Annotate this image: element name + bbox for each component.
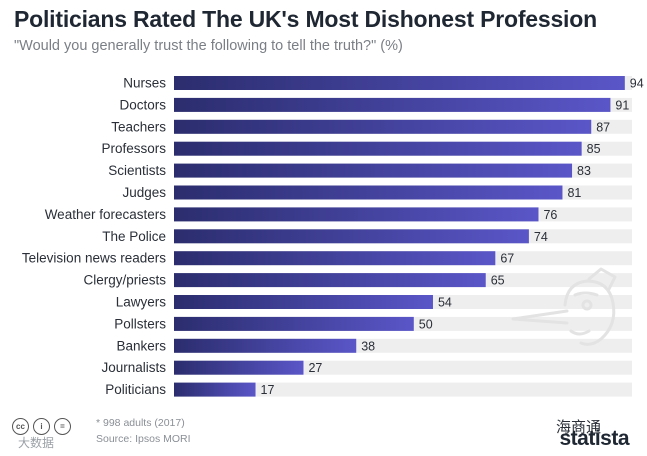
value-label: 91 — [615, 98, 629, 112]
chart-title: Politicians Rated The UK's Most Dishones… — [14, 6, 597, 32]
category-label: Bankers — [116, 338, 166, 353]
footer-notes: * 998 adults (2017) Source: Ipsos MORI — [96, 415, 191, 447]
license-icons: cc i = — [12, 418, 71, 435]
value-label: 87 — [596, 120, 610, 134]
category-label: Judges — [122, 185, 166, 200]
bar — [174, 360, 304, 375]
value-label: 83 — [577, 164, 591, 178]
value-label: 81 — [567, 186, 581, 200]
bar-chart: Nurses 94 Doctors 91 Teachers 87 Professors 85 S… — [22, 76, 644, 398]
category-label: Clergy/priests — [83, 273, 166, 288]
value-label: 85 — [587, 142, 601, 156]
bar — [174, 316, 414, 331]
category-label: Teachers — [111, 119, 166, 134]
source-note: Source: Ipsos MORI — [96, 433, 191, 445]
watermark-left: 大数据 — [18, 436, 55, 450]
category-label: Pollsters — [114, 316, 166, 331]
category-label: Journalists — [101, 360, 166, 375]
bar — [174, 97, 611, 112]
bar — [174, 76, 625, 90]
value-label: 76 — [543, 208, 557, 222]
watermark: 海商通 — [556, 419, 602, 436]
pinocchio-icon — [511, 267, 617, 346]
category-label: Nurses — [123, 76, 166, 91]
chart-subtitle: "Would you generally trust the following… — [14, 38, 403, 54]
value-label: 27 — [308, 361, 322, 375]
value-label: 54 — [438, 296, 452, 310]
sample-note: * 998 adults (2017) — [96, 417, 185, 429]
category-label: Weather forecasters — [45, 207, 167, 222]
statista-logo: statista — [559, 427, 629, 450]
bar — [174, 251, 496, 266]
value-label: 65 — [491, 274, 505, 288]
noderivs-icon: = — [54, 418, 71, 435]
bar — [174, 185, 563, 200]
value-label: 67 — [500, 252, 514, 266]
attribution-icon: i — [33, 418, 50, 435]
category-label: Scientists — [108, 163, 166, 178]
bar — [174, 119, 592, 134]
bar — [174, 382, 256, 397]
category-label: The Police — [102, 229, 166, 244]
value-label: 74 — [534, 230, 548, 244]
cc-icon: cc — [12, 418, 29, 435]
value-label: 50 — [419, 317, 433, 331]
bar — [174, 338, 357, 353]
category-label: Television news readers — [22, 251, 166, 266]
category-label: Doctors — [119, 97, 166, 112]
bar — [174, 163, 573, 178]
category-label: Politicians — [105, 382, 166, 397]
bar-track — [174, 382, 632, 397]
bar — [174, 207, 539, 222]
category-label: Professors — [101, 141, 166, 156]
bar — [174, 273, 486, 288]
category-label: Lawyers — [116, 295, 167, 310]
value-label: 38 — [361, 339, 375, 353]
bar — [174, 229, 529, 244]
bar — [174, 141, 582, 156]
bar — [174, 295, 433, 309]
value-label: 17 — [261, 383, 275, 397]
value-label: 94 — [630, 77, 644, 91]
